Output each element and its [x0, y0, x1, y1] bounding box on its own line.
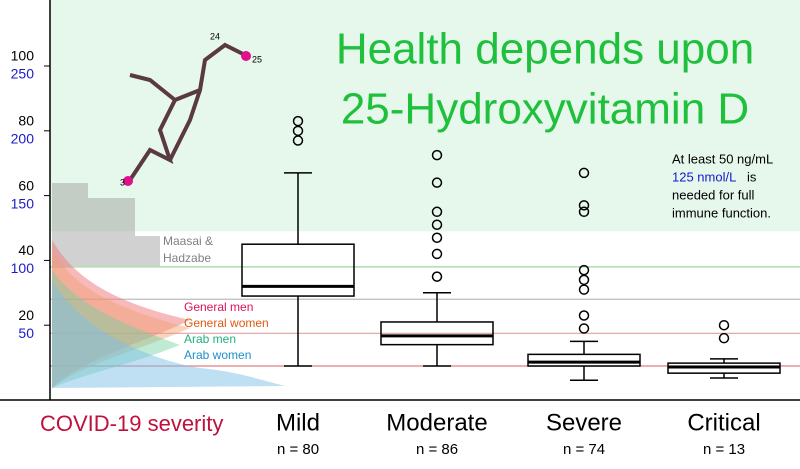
molecule-atom	[123, 176, 133, 186]
y2-tick-label: 200	[11, 131, 35, 147]
molecule-label: 3	[120, 177, 125, 187]
y2-tick-label: 100	[11, 260, 35, 276]
n-label: n = 74	[563, 441, 605, 458]
y2-tick-label: 50	[18, 325, 34, 341]
outlier	[578, 284, 590, 295]
category-label: Critical	[687, 409, 760, 436]
outlier	[431, 248, 443, 260]
population-label: General men	[184, 300, 253, 314]
outlier	[431, 149, 443, 161]
n-label: n = 13	[703, 441, 745, 458]
y2-tick-label: 250	[11, 66, 35, 82]
y-tick-label: 20	[18, 307, 34, 323]
population-label: Maasai &	[163, 234, 213, 248]
annotation: immune function.	[672, 205, 771, 220]
threshold-region	[50, 0, 800, 232]
outlier	[578, 274, 590, 286]
outlier	[718, 332, 730, 344]
molecule	[128, 42, 246, 182]
category-label: Moderate	[386, 409, 487, 436]
outlier	[578, 323, 590, 334]
annotation: 125 nmol/L	[672, 169, 736, 184]
outlier	[431, 206, 443, 218]
category-label: Severe	[546, 409, 622, 436]
x-axis-label: COVID-19 severity	[40, 411, 223, 436]
chart-title: 25-Hydroxyvitamin D	[341, 85, 749, 134]
outlier	[578, 167, 590, 179]
population-label: General women	[184, 316, 269, 330]
population-label: Arab women	[184, 348, 251, 362]
molecule-label: 24	[210, 31, 220, 41]
outlier	[292, 115, 304, 127]
box	[527, 353, 641, 367]
molecule-atom	[241, 51, 251, 61]
annotation: needed for full	[672, 187, 755, 202]
outlier	[718, 319, 730, 331]
y-tick-label: 40	[18, 242, 34, 258]
outlier	[431, 177, 443, 188]
box	[380, 321, 494, 346]
y2-tick-label: 150	[11, 195, 35, 211]
y-tick-label: 100	[11, 48, 35, 64]
outlier	[431, 271, 443, 282]
population-shapes	[52, 183, 285, 388]
molecule-label: 25	[252, 54, 262, 64]
outlier	[431, 219, 443, 231]
outlier	[578, 264, 590, 276]
outlier	[578, 206, 590, 218]
y-tick-label: 60	[18, 177, 34, 193]
maasai-hist	[52, 183, 160, 266]
y-tick-label: 80	[18, 113, 34, 129]
annotation: At least 50 ng/mL	[672, 151, 773, 166]
population-label: Arab men	[184, 332, 236, 346]
outlier	[578, 200, 590, 211]
population-label: Hadzabe	[163, 251, 211, 265]
chart-title: Health depends upon	[336, 25, 754, 74]
category-label: Mild	[276, 409, 320, 436]
n-label: n = 80	[277, 441, 319, 458]
annotation: is	[747, 169, 757, 184]
n-label: n = 86	[416, 441, 458, 458]
arab-women-dist	[52, 280, 285, 388]
box	[241, 243, 355, 297]
outlier	[578, 310, 590, 321]
outlier	[431, 232, 443, 243]
